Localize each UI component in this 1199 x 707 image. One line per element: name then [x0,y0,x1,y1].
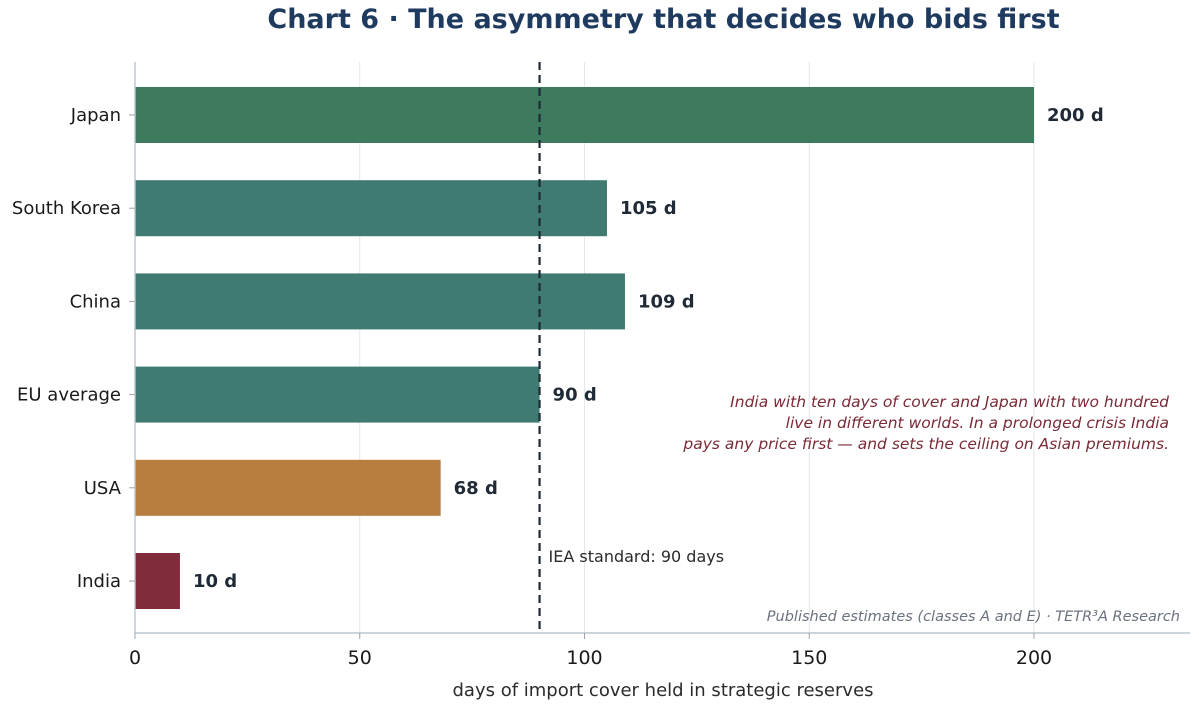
x-tick-label: 50 [348,647,372,669]
annotation-line: live in different worlds. In a prolonged… [786,414,1169,432]
x-tick-label: 150 [791,647,827,669]
data-label: 109 d [638,291,695,312]
category-label: USA [84,478,122,499]
x-axis-label: days of import cover held in strategic r… [452,680,873,701]
chart-title: Chart 6 · The asymmetry that decides who… [267,4,1060,35]
data-label: 68 d [454,478,498,499]
category-label: India [77,571,121,592]
category-label: EU average [17,385,121,406]
x-tick-label: 0 [129,647,141,669]
grid-lines [359,62,1035,633]
bar [135,553,180,609]
bar [135,366,540,423]
bar [135,87,1034,143]
bars [135,87,1034,609]
x-tick-label: 100 [566,647,602,669]
data-label: 200 d [1047,105,1104,126]
data-label: 90 d [553,385,597,406]
category-label: China [70,291,121,312]
category-label: Japan [70,105,121,126]
bar [135,273,625,330]
bar [135,180,607,237]
source-note: Published estimates (classes A and E) · … [767,609,1180,625]
x-tick-label: 200 [1016,647,1052,669]
data-label: 10 d [193,571,237,592]
labels: Japan 200 d South Korea 105 d China 109 d EU a… [12,105,1180,701]
data-label: 105 d [620,198,677,219]
annotation-line: India with ten days of cover and Japan w… [730,393,1169,411]
bar [135,459,441,516]
axes [129,62,1190,639]
reference-line-label: IEA standard: 90 days [549,547,725,566]
annotation-line: pays any price first — and sets the ceil… [682,435,1169,453]
category-label: South Korea [12,198,121,219]
